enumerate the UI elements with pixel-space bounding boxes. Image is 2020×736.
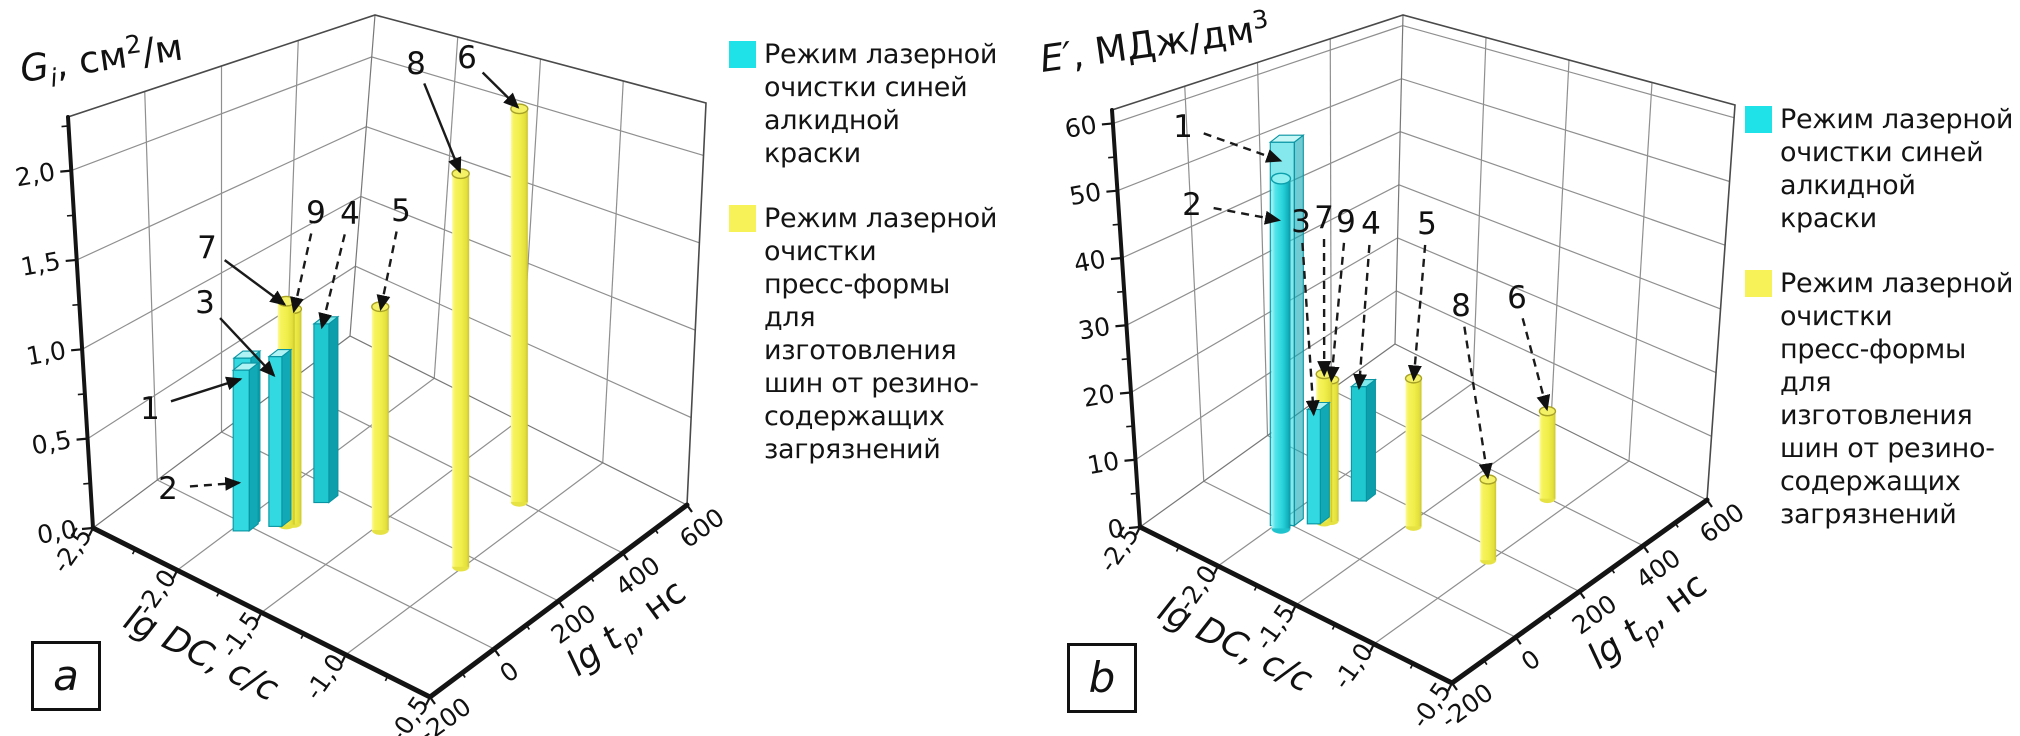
axis-titles: Gi, см2/мlg DC, с/с lg tp, нс bbox=[17, 24, 693, 710]
bar-mode-2 bbox=[1270, 172, 1292, 534]
z-axis-title: Gi, см2/м bbox=[17, 24, 186, 97]
bar-mode-6 bbox=[1538, 406, 1557, 504]
annotation-number: 8 bbox=[406, 46, 426, 82]
annotation-number: 9 bbox=[306, 195, 326, 231]
legend-label: Режим лазерной очистки синей алкидной кр… bbox=[1780, 104, 2014, 234]
annotation-9: 9 bbox=[1325, 204, 1356, 383]
z-tick-label: 0,5 bbox=[29, 425, 73, 460]
annotation-number: 7 bbox=[1314, 200, 1334, 236]
annotation-7: 7 bbox=[197, 230, 287, 306]
annotation-number: 9 bbox=[1336, 204, 1356, 240]
annotation-number: 3 bbox=[1291, 204, 1311, 240]
z-tick-label: 40 bbox=[1072, 244, 1108, 278]
annotations: 6 49 7 3 1 5 2 8 bbox=[140, 40, 520, 507]
bar-mode-8 bbox=[451, 168, 470, 572]
annotation-4: 4 bbox=[1353, 206, 1381, 391]
x-tick-label: -1,0 bbox=[1327, 638, 1379, 695]
annotation-7: 7 bbox=[1314, 200, 1334, 378]
panel-b: 0102030405060-2,5-2,0-1,5-1,0-0,5-200020… bbox=[1037, 4, 1750, 734]
bar-mode-3 bbox=[1305, 401, 1331, 525]
annotation-number: 2 bbox=[1182, 187, 1202, 223]
annotation-number: 3 bbox=[195, 285, 215, 321]
annotation-4: 4 bbox=[318, 196, 360, 330]
annotation-number: 6 bbox=[1507, 280, 1527, 316]
annotation-number: 5 bbox=[391, 193, 411, 229]
tick-marks bbox=[1101, 122, 1713, 692]
annotation-8: 8 bbox=[406, 46, 462, 174]
annotation-number: 1 bbox=[1173, 109, 1193, 145]
annotation-3: 3 bbox=[195, 285, 276, 378]
legend-panel-b: Режим лазерной очистки синей алкидной кр… bbox=[1745, 103, 2015, 531]
z-tick-label: 50 bbox=[1067, 177, 1103, 211]
annotation-1: 1 bbox=[140, 376, 243, 427]
z-tick-label: 30 bbox=[1076, 312, 1112, 346]
bar-mode-4 bbox=[1349, 378, 1378, 503]
z-tick-label: 60 bbox=[1063, 110, 1099, 144]
legend-label: Режим лазерной очистки синей алкидной кр… bbox=[764, 39, 998, 169]
legend-entry-blue-paint: Режим лазерной очистки синей алкидной кр… bbox=[1745, 103, 2015, 235]
panel-letter-a: a bbox=[31, 641, 101, 711]
annotation-9: 9 bbox=[290, 195, 326, 314]
cyan-swatch-icon bbox=[1745, 106, 1772, 133]
bars bbox=[231, 103, 529, 572]
bar-mode-3 bbox=[267, 348, 293, 528]
legend-entry-press-mold: Режим лазерной очистки пресс-формы для и… bbox=[729, 202, 999, 466]
y-tick-label: 0 bbox=[494, 656, 524, 689]
annotation-number: 1 bbox=[140, 391, 160, 427]
annotation-number: 7 bbox=[197, 230, 217, 266]
tick-marks bbox=[60, 125, 693, 706]
annotation-number: 5 bbox=[1417, 206, 1437, 242]
yellow-swatch-icon bbox=[729, 205, 756, 232]
legend-panel-a: Режим лазерной очистки синей алкидной кр… bbox=[729, 38, 999, 466]
annotation-number: 8 bbox=[1451, 288, 1471, 324]
annotation-number: 4 bbox=[1361, 206, 1381, 242]
x-tick-label: -1,0 bbox=[299, 649, 351, 706]
bars bbox=[1268, 134, 1557, 565]
z-tick-label: 1,5 bbox=[19, 246, 63, 281]
annotation-5: 5 bbox=[1407, 206, 1437, 382]
bar-mode-5 bbox=[371, 301, 390, 535]
z-tick-label: 1,0 bbox=[24, 336, 68, 371]
legend-label: Режим лазерной очистки пресс-формы для и… bbox=[764, 203, 998, 465]
annotation-number: 4 bbox=[340, 196, 360, 232]
bar-mode-4 bbox=[312, 315, 340, 504]
yellow-swatch-icon bbox=[1745, 270, 1772, 297]
z-tick-label: 20 bbox=[1081, 379, 1117, 413]
bar-mode-8 bbox=[1479, 474, 1497, 565]
z-tick-label: 0,0 bbox=[35, 514, 79, 549]
y-tick-label: 0 bbox=[1516, 644, 1546, 677]
grid bbox=[1111, 14, 1736, 645]
z-tick-label: 2,0 bbox=[13, 157, 57, 192]
annotation-number: 2 bbox=[158, 471, 178, 507]
annotation-5: 5 bbox=[376, 193, 411, 312]
bar-mode-5 bbox=[1404, 373, 1423, 531]
annotation-6: 6 bbox=[1507, 280, 1551, 412]
annotation-2: 2 bbox=[158, 471, 242, 507]
annotation-number: 6 bbox=[457, 40, 477, 76]
legend-label: Режим лазерной очистки пресс-формы для и… bbox=[1780, 268, 2014, 530]
annotation-8: 8 bbox=[1451, 288, 1493, 480]
z-tick-label: 10 bbox=[1085, 446, 1121, 480]
bar-mode-2 bbox=[231, 361, 260, 533]
panel-letter-b: b bbox=[1067, 643, 1137, 713]
z-tick-label: 0 bbox=[1105, 513, 1126, 544]
annotation-3: 3 bbox=[1291, 204, 1320, 417]
annotation-2: 2 bbox=[1182, 187, 1281, 225]
bar-mode-6 bbox=[510, 103, 529, 507]
legend-entry-blue-paint: Режим лазерной очистки синей алкидной кр… bbox=[729, 38, 999, 170]
x-tick-label: -2,5 bbox=[1093, 521, 1145, 578]
annotation-1: 1 bbox=[1173, 109, 1283, 163]
annotation-6: 6 bbox=[457, 40, 520, 109]
legend-entry-press-mold: Режим лазерной очистки пресс-формы для и… bbox=[1745, 267, 2015, 531]
panel-a: 0,00,51,01,52,0-2,5-2,0-1,5-1,0-0,5-2000… bbox=[13, 14, 730, 736]
cyan-swatch-icon bbox=[729, 41, 756, 68]
